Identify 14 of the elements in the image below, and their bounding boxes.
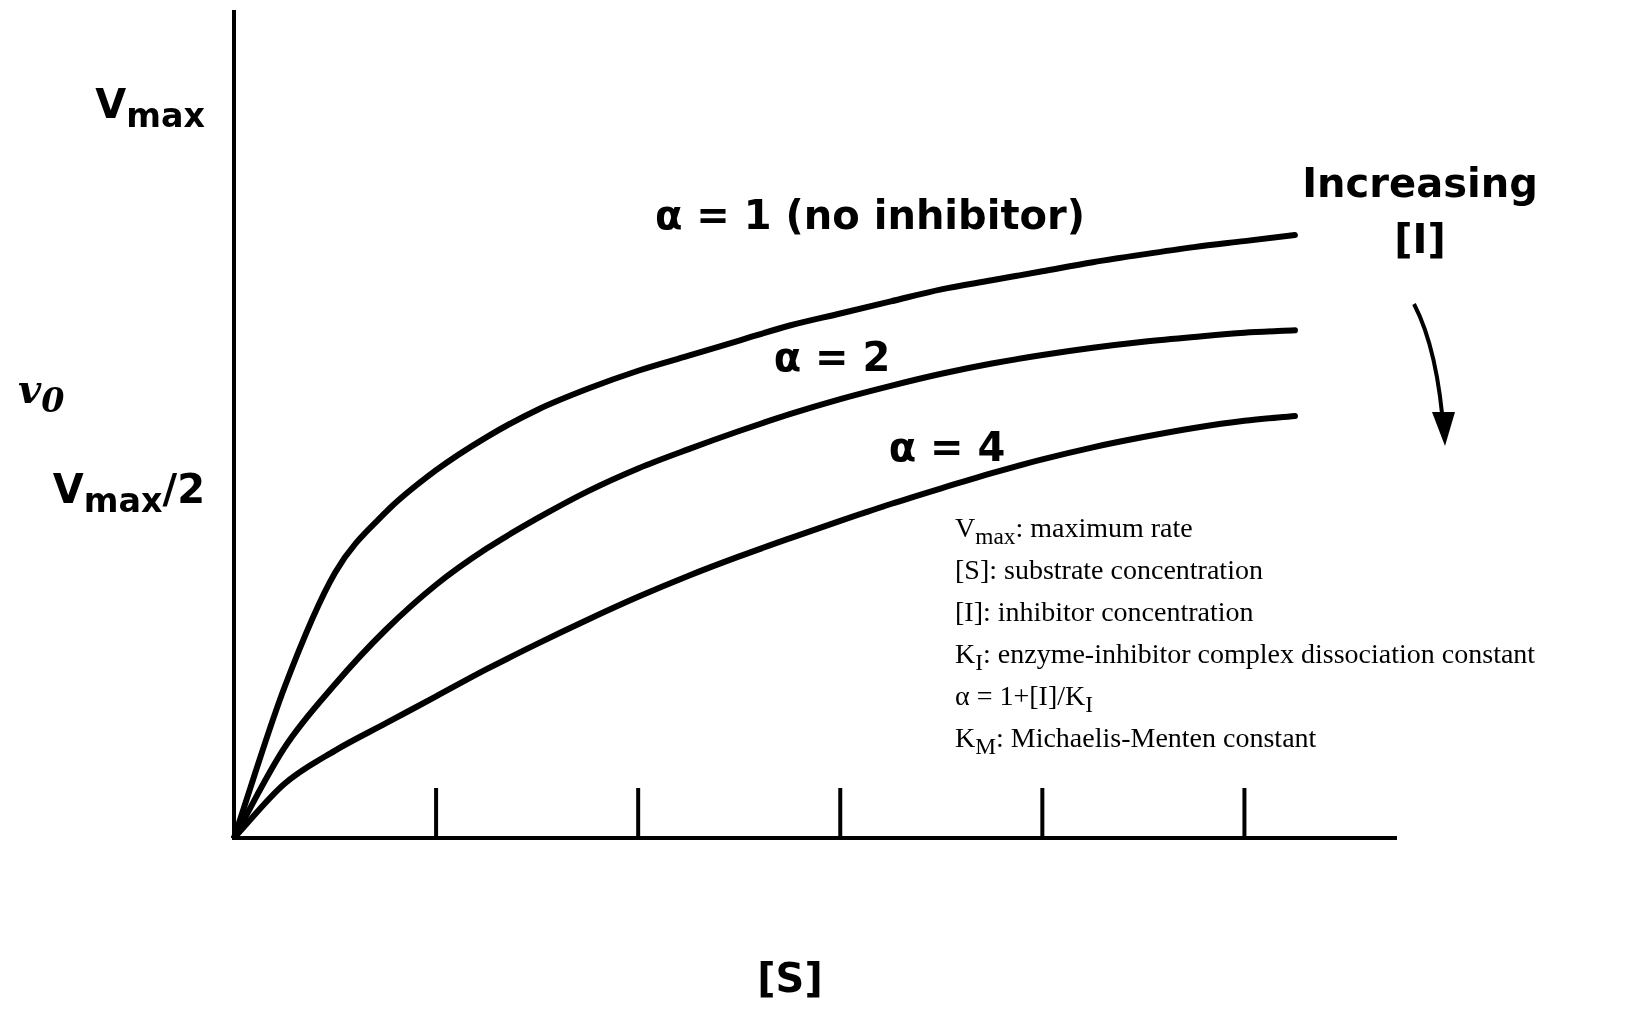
x-axis-title: [S] bbox=[757, 955, 823, 1001]
series-label: α = 2 bbox=[773, 334, 891, 380]
text: V$_{max}$ bbox=[95, 81, 205, 135]
annotation: [S]: substrate concentration bbox=[955, 554, 1263, 586]
annotation: Increasing [I] bbox=[1301, 159, 1539, 264]
series-label: α = 4 bbox=[888, 424, 1006, 470]
annotation: K$_{M}$: Michaelis-Menten constant bbox=[955, 722, 1317, 760]
y-axis-title: v$_{0}$ bbox=[18, 365, 65, 420]
series-label: α = 1 (no inhibitor) bbox=[654, 192, 1086, 238]
annotation: K$_{I}$: enzyme-inhibitor complex dissociation constant bbox=[955, 638, 1536, 676]
annotation: V$_{max}$: maximum rate bbox=[955, 512, 1193, 550]
annotation: [I]: inhibitor concentration bbox=[955, 596, 1254, 628]
text: V$_{max}$/2 bbox=[52, 466, 205, 520]
annotation: α = 1+[I]/K$_{I}$ bbox=[955, 680, 1094, 718]
